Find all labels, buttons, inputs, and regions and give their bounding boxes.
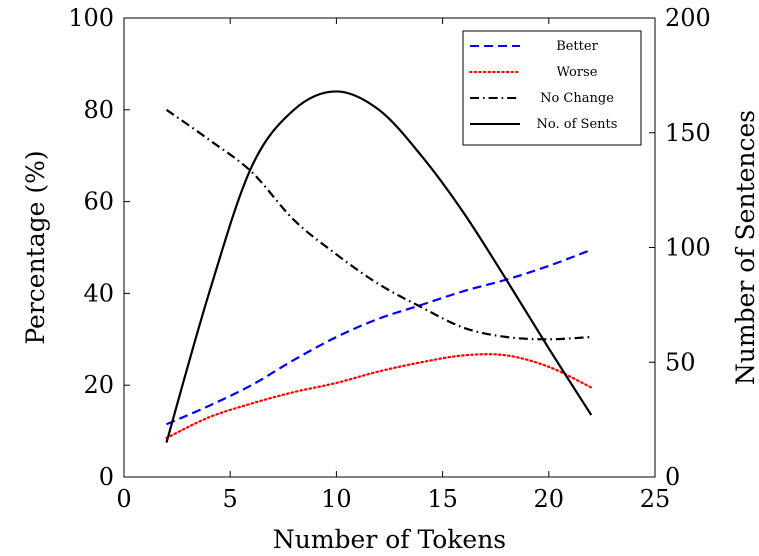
y2-tick-label: 150 — [665, 119, 711, 147]
series-better-line — [166, 248, 592, 426]
y2-tick-label: 200 — [665, 4, 711, 32]
legend-label-worse: Worse — [557, 65, 598, 80]
y-tick-label: 80 — [83, 96, 114, 124]
legend-label-better: Better — [556, 39, 598, 54]
y2-tick-label: 0 — [665, 463, 680, 491]
series-layer — [165, 90, 593, 443]
y2-tick-label: 100 — [665, 234, 711, 262]
series-no-of-sents-line — [165, 90, 593, 443]
legend-label-no-of-sents: No. of Sents — [537, 117, 618, 132]
y-axis-title: Percentage (%) — [21, 150, 50, 344]
series-worse-line — [165, 353, 593, 440]
x-axis-title: Number of Tokens — [273, 525, 506, 554]
x-tick-label: 15 — [427, 485, 458, 513]
y-tick-label: 60 — [83, 188, 114, 216]
x-tick-label: 10 — [321, 485, 352, 513]
legend: Better Worse No Change No. of Sents — [462, 30, 642, 146]
y-tick-label: 0 — [99, 463, 114, 491]
legend-label-no-change: No Change — [540, 91, 614, 106]
x-tick-label: 0 — [116, 485, 131, 513]
legend-box — [462, 30, 642, 146]
y-tick-label: 100 — [68, 4, 114, 32]
y2-tick-label: 50 — [665, 348, 696, 376]
y-tick-label: 20 — [83, 371, 114, 399]
x-tick-label: 25 — [640, 485, 671, 513]
y-tick-label: 40 — [83, 279, 114, 307]
y2-axis-title: Number of Sentences — [731, 110, 759, 385]
x-tick-label: 20 — [534, 485, 565, 513]
x-tick-label: 5 — [223, 485, 238, 513]
